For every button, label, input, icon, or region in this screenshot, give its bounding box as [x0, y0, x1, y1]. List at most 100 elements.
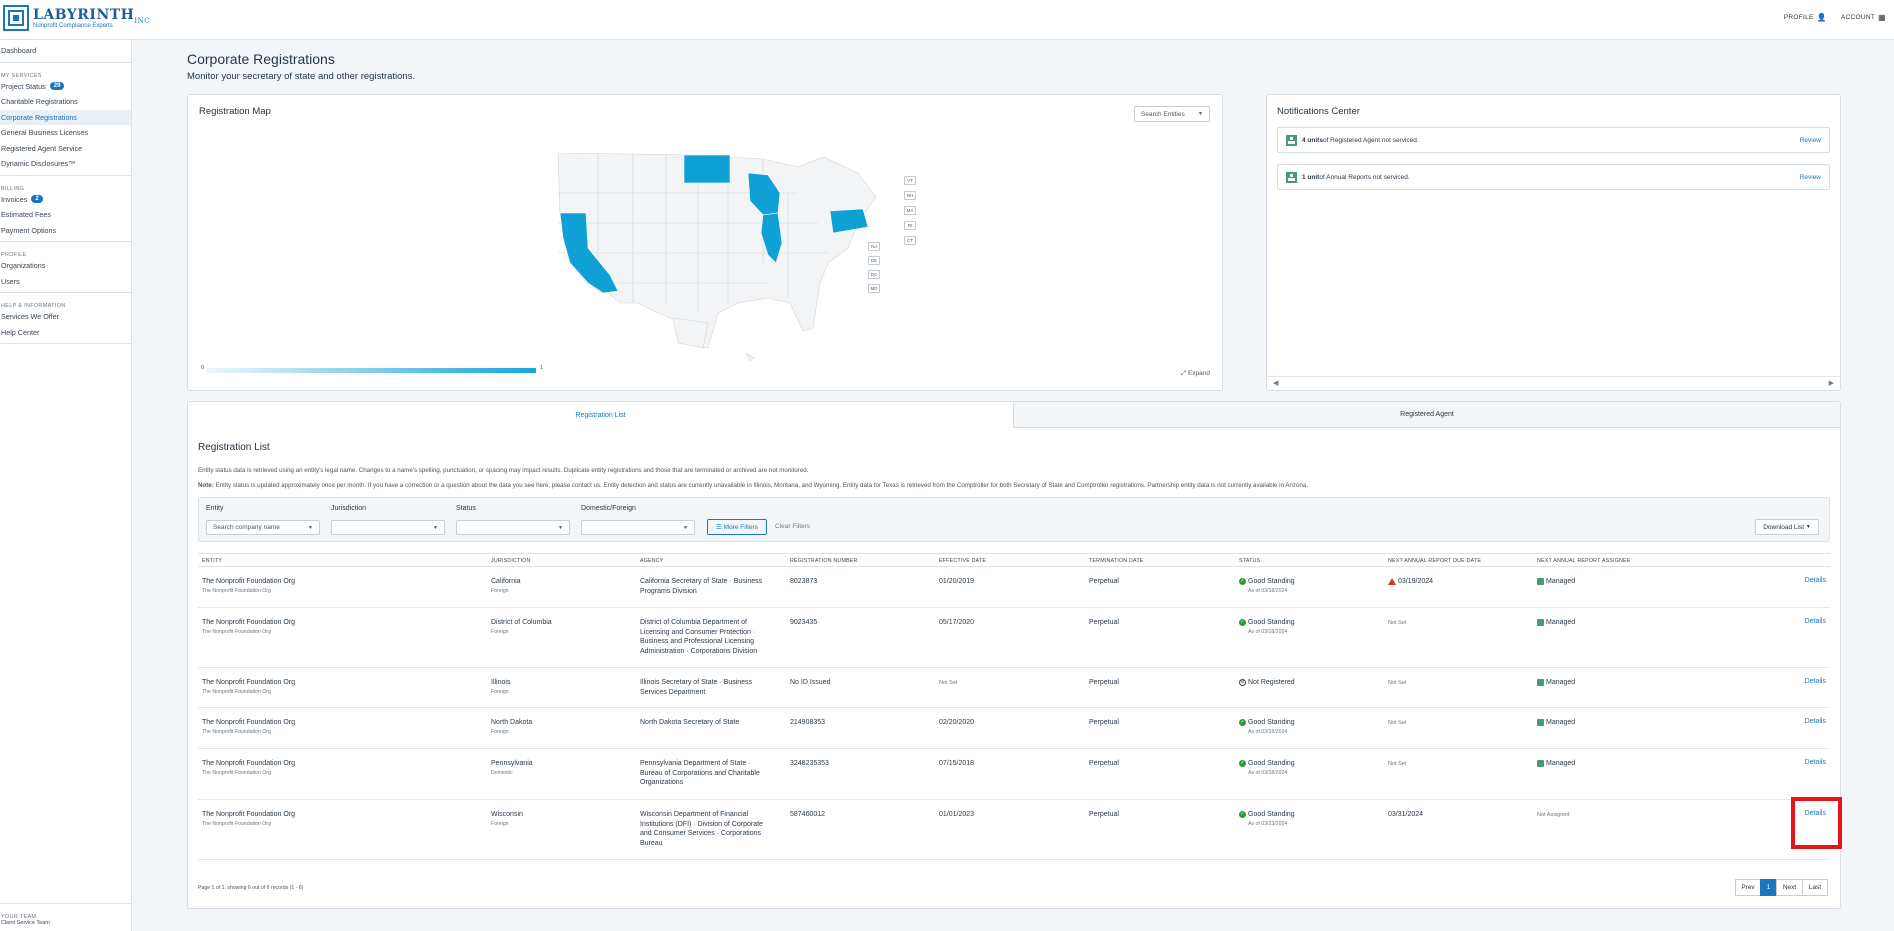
- brand-logo[interactable]: LABYRINTHINC Nonprofit Compliance Expert…: [3, 5, 150, 31]
- sidebar-item-organizations[interactable]: Organizations: [1, 261, 46, 271]
- state-label-md[interactable]: MD: [868, 284, 880, 293]
- highlight-box: [1791, 797, 1842, 849]
- profile-menu[interactable]: PROFILE 👤: [1783, 13, 1827, 22]
- more-filters-button[interactable]: ☰ More Filters: [707, 519, 767, 535]
- agency-line: Organizations: [640, 779, 684, 787]
- col-status[interactable]: STATUS: [1239, 558, 1261, 564]
- clear-filters-button[interactable]: Clear Filters: [775, 523, 811, 530]
- page-1-button[interactable]: 1: [1760, 879, 1777, 896]
- col-termination-date[interactable]: TERMINATION DATE: [1089, 558, 1144, 564]
- state-il[interactable]: [760, 212, 783, 264]
- entity-name[interactable]: The Nonprofit Foundation Org: [202, 760, 295, 767]
- sidebar-item-dashboard[interactable]: Dashboard: [1, 46, 37, 56]
- download-list-button[interactable]: Download List ▼: [1755, 519, 1819, 535]
- effective-date: 01/01/2023: [939, 811, 975, 818]
- sidebar-item-invoices[interactable]: Invoices 2: [0, 192, 131, 208]
- termination-date: Perpetual: [1089, 760, 1119, 767]
- page-subtitle: Monitor your secretary of state and othe…: [187, 71, 416, 82]
- expand-map-button[interactable]: ⤢ Expand: [1180, 370, 1210, 377]
- state-pa[interactable]: [829, 208, 869, 234]
- status: Good Standing: [1248, 578, 1295, 585]
- sidebar-item-users[interactable]: Users: [1, 276, 20, 286]
- state-nd[interactable]: [683, 154, 731, 184]
- notifications-scrollbar[interactable]: ◀ ▶: [1267, 376, 1840, 390]
- termination-date: Perpetual: [1089, 578, 1119, 585]
- state-label-ma[interactable]: MA: [904, 206, 916, 215]
- state-label-dc[interactable]: DC: [868, 270, 880, 279]
- entity-sub: The Nonprofit Foundation Org: [202, 587, 271, 594]
- next-page-button[interactable]: Next: [1776, 879, 1803, 896]
- tab-registered-agent[interactable]: Registered Agent: [1014, 402, 1840, 428]
- agency-line: Administration · Corporations Division: [640, 647, 758, 655]
- sidebar-item-services-we-offer[interactable]: Services We Offer: [1, 312, 60, 322]
- details-link[interactable]: Details: [1804, 759, 1826, 766]
- sidebar-item-help-center[interactable]: Help Center: [1, 327, 40, 337]
- details-link[interactable]: Details: [1804, 618, 1826, 625]
- table-header: ENTITY JURISDICTION AGENCY REGISTRATION …: [198, 553, 1830, 567]
- sidebar-section-profile: PROFILE: [1, 252, 27, 258]
- agency-line: Programs Division: [640, 587, 697, 595]
- page-title: Corporate Registrations: [187, 51, 335, 67]
- due-date: Not Set: [1388, 761, 1407, 767]
- details-link[interactable]: Details: [1804, 577, 1826, 584]
- account-menu[interactable]: ACCOUNT ▦: [1840, 13, 1886, 22]
- state-label-ct[interactable]: CT: [904, 236, 916, 245]
- us-map[interactable]: [558, 153, 938, 363]
- scroll-right-icon[interactable]: ▶: [1828, 380, 1834, 387]
- state-ca[interactable]: [559, 212, 619, 294]
- caret-down-icon: ▼: [1198, 111, 1203, 117]
- assignee: Managed: [1546, 679, 1576, 686]
- col-effective-date[interactable]: EFFECTIVE DATE: [939, 558, 987, 564]
- registration-map-card: Registration Map Search Entities ▼: [187, 94, 1223, 391]
- sidebar-item-registered-agent-service[interactable]: Registered Agent Service: [1, 143, 83, 153]
- status-date: As of 03/18/2024: [1248, 587, 1288, 594]
- sidebar-item-project-status[interactable]: Project Status 29: [0, 79, 131, 95]
- domestic-foreign: Foreign: [491, 728, 509, 735]
- entity-filter-select[interactable]: Search company name ▼: [206, 520, 320, 535]
- state-label-de[interactable]: DE: [868, 256, 880, 265]
- tab-registration-list[interactable]: Registration List: [188, 402, 1014, 428]
- entity-name[interactable]: The Nonprofit Foundation Org: [202, 811, 295, 818]
- review-link[interactable]: Review: [1799, 173, 1821, 181]
- state-label-ri[interactable]: RI: [904, 221, 916, 230]
- entity-name[interactable]: The Nonprofit Foundation Org: [202, 679, 295, 686]
- entity-name[interactable]: The Nonprofit Foundation Org: [202, 719, 295, 726]
- state-label-nh[interactable]: NH: [904, 191, 916, 200]
- col-entity[interactable]: ENTITY: [202, 558, 223, 564]
- entity-name[interactable]: The Nonprofit Foundation Org: [202, 619, 295, 626]
- prev-page-button[interactable]: Prev: [1735, 879, 1761, 896]
- domestic-foreign-filter-label: Domestic/Foreign: [581, 505, 636, 512]
- sidebar-item-dynamic-disclosures[interactable]: Dynamic Disclosures™: [1, 159, 76, 169]
- status-filter-label: Status: [456, 505, 476, 512]
- notifications-center-card: Notifications Center 4 units of Register…: [1266, 94, 1841, 391]
- person-icon: 👤: [1816, 13, 1827, 22]
- domestic-foreign-filter-select[interactable]: ▼: [581, 520, 695, 535]
- details-link[interactable]: Details: [1804, 718, 1826, 725]
- scroll-left-icon[interactable]: ◀: [1273, 380, 1279, 387]
- details-link[interactable]: Details: [1804, 810, 1826, 817]
- sidebar-item-corporate-registrations[interactable]: Corporate Registrations: [0, 109, 131, 125]
- state-label-nj[interactable]: NJ: [868, 242, 880, 251]
- status-filter-select[interactable]: ▼: [456, 520, 570, 535]
- last-page-button[interactable]: Last: [1802, 879, 1828, 896]
- sidebar-section-billing: BILLING: [1, 185, 25, 192]
- sidebar-item-general-business-licenses[interactable]: General Business Licenses: [1, 128, 89, 138]
- sidebar-item-payment-options[interactable]: Payment Options: [1, 225, 57, 235]
- review-link[interactable]: Review: [1799, 136, 1821, 144]
- labyrinth-logo-icon: [3, 5, 29, 31]
- sidebar-item-estimated-fees[interactable]: Estimated Fees: [1, 210, 51, 220]
- jurisdiction: Illinois: [491, 679, 511, 686]
- table-row: The Nonprofit Foundation Org The Nonprofi…: [198, 668, 1830, 708]
- col-registration-number[interactable]: REGISTRATION NUMBER: [790, 558, 858, 564]
- search-entities-select[interactable]: Search Entities ▼: [1134, 106, 1210, 122]
- sidebar: Dashboard MY SERVICES Project Status 29 C…: [0, 40, 132, 931]
- details-link[interactable]: Details: [1804, 678, 1826, 685]
- state-label-vt[interactable]: VT: [904, 176, 916, 185]
- client-service-team[interactable]: Client Service Team: [1, 920, 50, 926]
- col-jurisdiction[interactable]: JURISDICTION: [491, 558, 531, 564]
- jurisdiction: California: [491, 578, 521, 585]
- sidebar-item-charitable-registrations[interactable]: Charitable Registrations: [1, 97, 78, 107]
- scale-min-label: 0: [201, 365, 205, 371]
- jurisdiction-filter-select[interactable]: ▼: [331, 520, 445, 535]
- entity-name[interactable]: The Nonprofit Foundation Org: [202, 578, 295, 585]
